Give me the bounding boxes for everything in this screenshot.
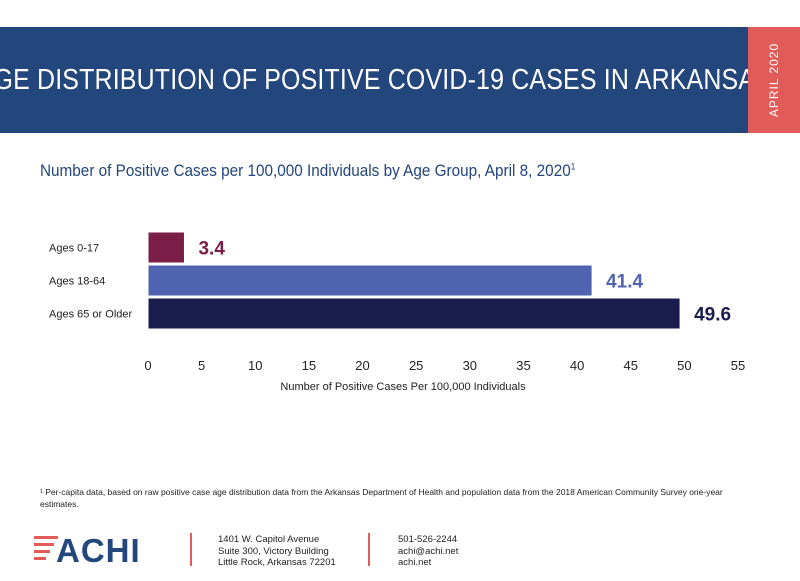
chart-subtitle: Number of Positive Cases per 100,000 Ind… (40, 161, 575, 181)
page-title: AGE DISTRIBUTION OF POSITIVE COVID-19 CA… (0, 63, 772, 96)
data-label: 41.4 (606, 272, 643, 293)
x-tick-label: 45 (623, 358, 637, 373)
x-tick-label: 0 (144, 358, 151, 373)
address-line: Suite 300, Victory Building (218, 545, 329, 557)
date-tab: APRIL 2020 (748, 27, 800, 133)
date-tab-label: APRIL 2020 (767, 42, 782, 118)
address-line: 1401 W. Capitol Avenue (218, 534, 320, 545)
category-label: Ages 65 or Older (49, 309, 132, 321)
footer-divider (190, 533, 192, 566)
x-tick-label: 40 (570, 358, 584, 373)
x-tick-label: 25 (409, 358, 423, 373)
logo-text: ACHI (56, 532, 141, 566)
contact-phone: 501-526-2244 (398, 534, 458, 545)
contact-website[interactable]: achi.net (398, 557, 432, 568)
bar-chart: Ages 0-17 3.4 Ages 18-64 41.4 Ages 65 or Old… (49, 231, 745, 393)
footnote-text: ¹ Per-capita data, based on raw positive… (40, 487, 723, 509)
bar (147, 231, 185, 264)
data-label: 49.6 (694, 305, 731, 326)
header-banner: AGE DISTRIBUTION OF POSITIVE COVID-19 CA… (0, 27, 771, 133)
x-tick-label: 20 (355, 358, 369, 373)
footer-divider (368, 533, 370, 566)
footer-contact: 501-526-2244 achi@achi.net achi.net (398, 534, 458, 569)
chart-subtitle-text: Number of Positive Cases per 100,000 Ind… (40, 161, 571, 180)
category-label: Ages 0-17 (49, 243, 99, 255)
x-tick-label: 10 (248, 358, 262, 373)
bar (147, 297, 681, 330)
x-axis-label: Number of Positive Cases Per 100,000 Ind… (280, 381, 526, 393)
data-label: 3.4 (198, 239, 225, 260)
footnote-marker: 1 (570, 161, 576, 172)
x-tick-label: 15 (302, 358, 316, 373)
x-tick-label: 30 (463, 358, 477, 373)
category-label: Ages 18-64 (49, 276, 105, 288)
logo-stripes-icon (34, 536, 58, 560)
x-tick-label: 55 (731, 358, 745, 373)
x-tick-label: 5 (198, 358, 205, 373)
x-tick-label: 35 (516, 358, 530, 373)
bar (147, 264, 593, 297)
x-tick-label: 50 (677, 358, 691, 373)
achi-logo: ACHI (34, 532, 141, 566)
contact-email[interactable]: achi@achi.net (398, 545, 459, 557)
footer-address: 1401 W. Capitol Avenue Suite 300, Victor… (218, 534, 336, 569)
address-line: Little Rock, Arkansas 72201 (218, 557, 336, 568)
